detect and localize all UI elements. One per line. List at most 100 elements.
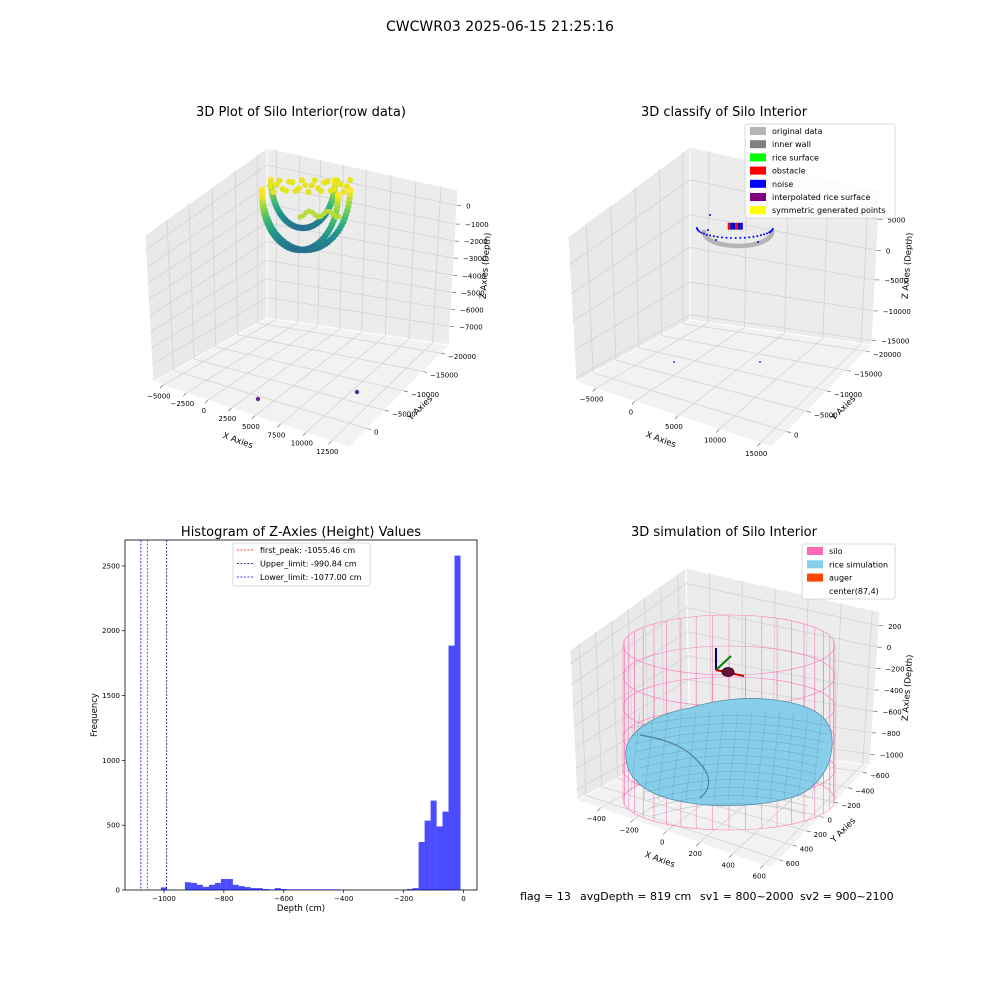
tick-mark-y <box>384 409 390 412</box>
tick-mark-x <box>757 442 761 447</box>
noise-point <box>705 233 708 236</box>
z-tick-label: −400 <box>884 687 903 695</box>
histogram-bar <box>310 889 317 890</box>
grid-line-x <box>862 610 873 765</box>
sim-xlabel: X Axies <box>643 850 676 870</box>
grid-line-z <box>145 164 268 251</box>
grid-line-y <box>610 205 617 361</box>
z-tick-label: −2000 <box>464 238 488 246</box>
legend-swatch <box>750 179 766 188</box>
grid-line-z <box>689 246 876 281</box>
raw-data-point <box>334 191 342 199</box>
tick-mark-x <box>204 399 209 404</box>
raw-data-point <box>343 183 350 190</box>
histogram-bar <box>196 884 203 890</box>
z-tick-label: −6000 <box>460 306 484 314</box>
noise-point <box>716 235 719 238</box>
noise-point <box>765 232 768 235</box>
grid-line-z <box>689 314 873 341</box>
tick-mark-y <box>786 431 792 433</box>
grid-line-x <box>280 335 386 425</box>
raw-data-point <box>308 182 315 189</box>
y-tick-label: 400 <box>800 845 813 853</box>
y-tick-label: 0 <box>116 887 120 895</box>
histogram-bar <box>268 889 275 890</box>
legend-swatch <box>750 193 766 201</box>
raw-data-point <box>267 183 273 189</box>
z-tick-label: −7000 <box>459 323 483 331</box>
rice-mesh-line <box>741 711 753 801</box>
tick-mark-x <box>277 424 281 428</box>
tick-mark-y <box>826 390 832 393</box>
grid-line-x <box>207 325 319 401</box>
raw-data-point <box>324 178 331 185</box>
histogram-legend-frame <box>232 542 371 587</box>
x-tick-label: 7500 <box>267 431 285 439</box>
noise-point <box>709 214 711 216</box>
noise-point <box>748 236 751 239</box>
rice-mesh-line <box>643 771 815 785</box>
tick-mark-x <box>674 415 679 420</box>
raw-data-point <box>299 177 305 184</box>
grid-line-x <box>384 175 392 336</box>
histogram-bar <box>286 889 293 890</box>
legend-swatch <box>750 206 766 215</box>
raw-zlabel: Z Axies (Depth) <box>479 232 494 299</box>
grid-line-z <box>266 259 453 293</box>
grid-line-z <box>573 655 689 727</box>
histogram-bar <box>448 645 455 890</box>
noise-point <box>725 236 728 239</box>
legend-label: obstacle <box>772 167 806 176</box>
grid-line-z <box>574 281 691 351</box>
tick-mark-x <box>696 842 700 847</box>
y-tick-label: −400 <box>855 788 874 796</box>
histogram-bar <box>238 886 245 890</box>
grid-line-x <box>361 169 367 333</box>
legend-swatch <box>750 166 766 175</box>
rice-mesh-line <box>649 795 809 809</box>
noise-point <box>712 235 715 238</box>
raw-data-point <box>318 188 325 195</box>
rice-mesh-line <box>699 711 711 801</box>
tick-mark-x <box>183 392 187 397</box>
noise-point <box>759 361 761 363</box>
noise-point <box>756 235 759 238</box>
simulation-legend: silo rice simulation auger center(87,4) <box>801 543 896 600</box>
rice-mesh-line <box>657 711 669 801</box>
z-tick-label: 0 <box>887 644 891 652</box>
histogram-bar <box>214 882 221 890</box>
histogram-bar <box>292 889 299 890</box>
z-tick-label: −600 <box>883 708 902 716</box>
raw-data-point <box>270 188 277 195</box>
histogram-bar <box>244 887 251 890</box>
raw-data-point <box>305 188 312 195</box>
grid-line-y <box>578 643 587 796</box>
tick-mark-x <box>760 865 764 869</box>
grid-line-z <box>687 655 875 691</box>
grid-line-y <box>585 794 780 861</box>
x-tick-label: 5000 <box>665 423 683 431</box>
noise-cluster-point <box>730 224 733 228</box>
rice-mesh-line <box>811 711 823 801</box>
grid-line-y <box>234 170 238 335</box>
grid-line-z <box>151 297 268 365</box>
histogram-bar <box>334 889 341 890</box>
z-tick-label: −1000 <box>880 751 904 759</box>
rice-mesh-line <box>637 747 821 761</box>
legend-label: rice surface <box>772 153 819 162</box>
grid-line-y <box>173 370 368 430</box>
rice-mesh-line <box>639 755 819 769</box>
noise-point <box>763 233 766 236</box>
y-tick-label: 2000 <box>102 627 120 635</box>
raw-panel-title: 3D Plot of Silo Interior(row data) <box>196 105 406 120</box>
y-tick-label: 0 <box>794 432 798 440</box>
y-tick-label: 0 <box>828 817 832 825</box>
tick-mark-y <box>806 830 811 833</box>
rice-mesh-line <box>645 779 813 793</box>
z-tick-label: −1000 <box>465 221 489 229</box>
rice-mesh-line <box>651 803 807 817</box>
histogram-bar <box>262 889 269 890</box>
legend-swatch <box>750 140 766 149</box>
noise-point <box>673 361 675 363</box>
noise-cluster-point <box>740 224 743 228</box>
